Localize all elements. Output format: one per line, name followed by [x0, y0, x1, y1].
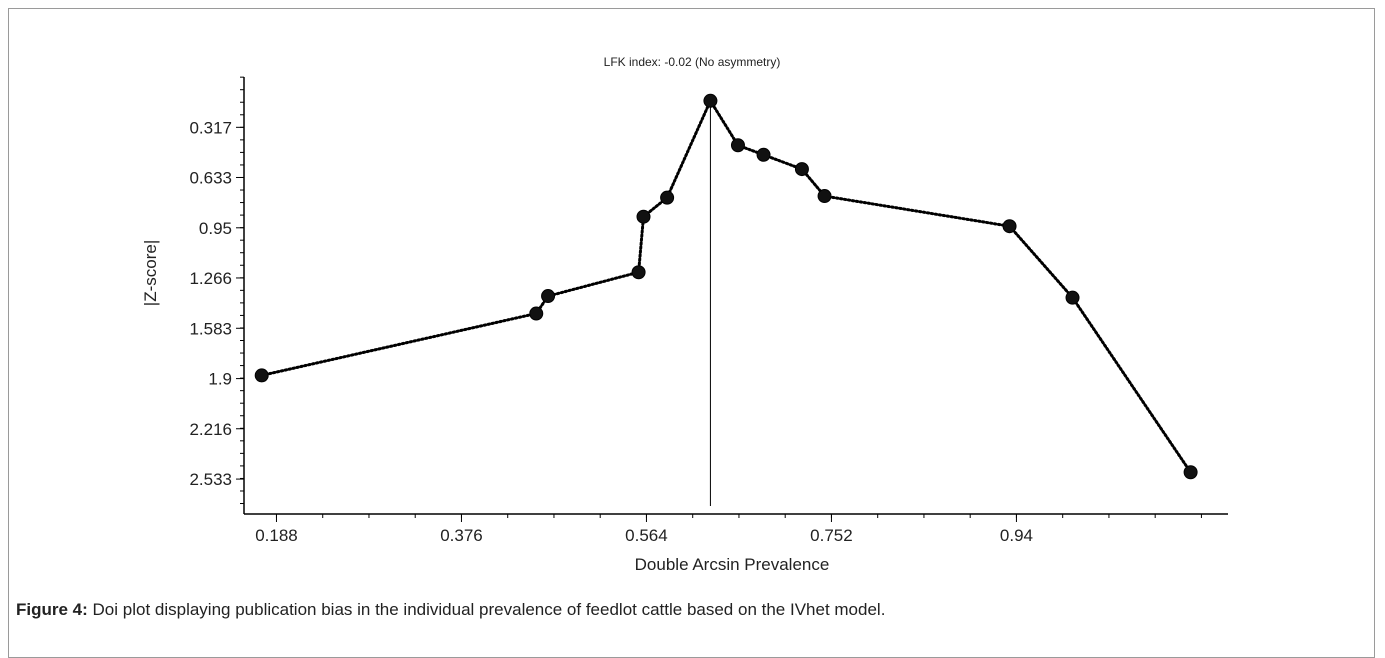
- x-tick-label: 0.376: [440, 526, 483, 545]
- series-group: [254, 93, 1198, 480]
- x-tick-label: 0.752: [810, 526, 853, 545]
- x-tick-label: 0.188: [255, 526, 298, 545]
- doi-plot: LFK index: -0.02 (No asymmetry) 0.317 0.6…: [141, 55, 1228, 574]
- y-tick-label: 1.9: [208, 370, 232, 389]
- y-tick-label: 0.95: [199, 219, 232, 238]
- data-point: [756, 147, 771, 162]
- data-point: [636, 209, 651, 224]
- data-point: [1183, 465, 1198, 480]
- y-axis-label: |Z-score|: [141, 240, 160, 306]
- data-point: [1065, 290, 1080, 305]
- x-tick-label: 0.564: [625, 526, 668, 545]
- caption-text: Doi plot displaying publication bias in …: [87, 600, 886, 619]
- y-tick-label: 0.633: [189, 168, 232, 187]
- chart-title: LFK index: -0.02 (No asymmetry): [604, 55, 781, 69]
- data-point: [541, 289, 556, 304]
- y-tick-label: 2.216: [189, 420, 232, 439]
- data-point: [254, 368, 269, 383]
- data-point: [730, 138, 745, 153]
- data-point: [703, 93, 718, 108]
- axes: 0.317 0.633 0.95 1.266 1.583 1.9 2.216 2.533 0.1…: [189, 76, 1228, 545]
- data-point: [1002, 219, 1017, 234]
- data-point: [631, 265, 646, 280]
- y-tick-label: 2.533: [189, 470, 232, 489]
- series-line: [260, 97, 1193, 474]
- x-axis-label: Double Arcsin Prevalence: [635, 555, 830, 574]
- data-point: [529, 306, 544, 321]
- y-tick-label: 1.583: [189, 319, 232, 338]
- caption-label: Figure 4:: [16, 600, 88, 619]
- data-point: [794, 162, 809, 177]
- data-point: [660, 190, 675, 205]
- data-point: [817, 189, 832, 204]
- figure-caption: Figure 4: Doi plot displaying publicatio…: [16, 600, 885, 620]
- y-tick-label: 0.317: [189, 118, 232, 137]
- x-tick-label: 0.94: [1000, 526, 1033, 545]
- y-tick-label: 1.266: [189, 269, 232, 288]
